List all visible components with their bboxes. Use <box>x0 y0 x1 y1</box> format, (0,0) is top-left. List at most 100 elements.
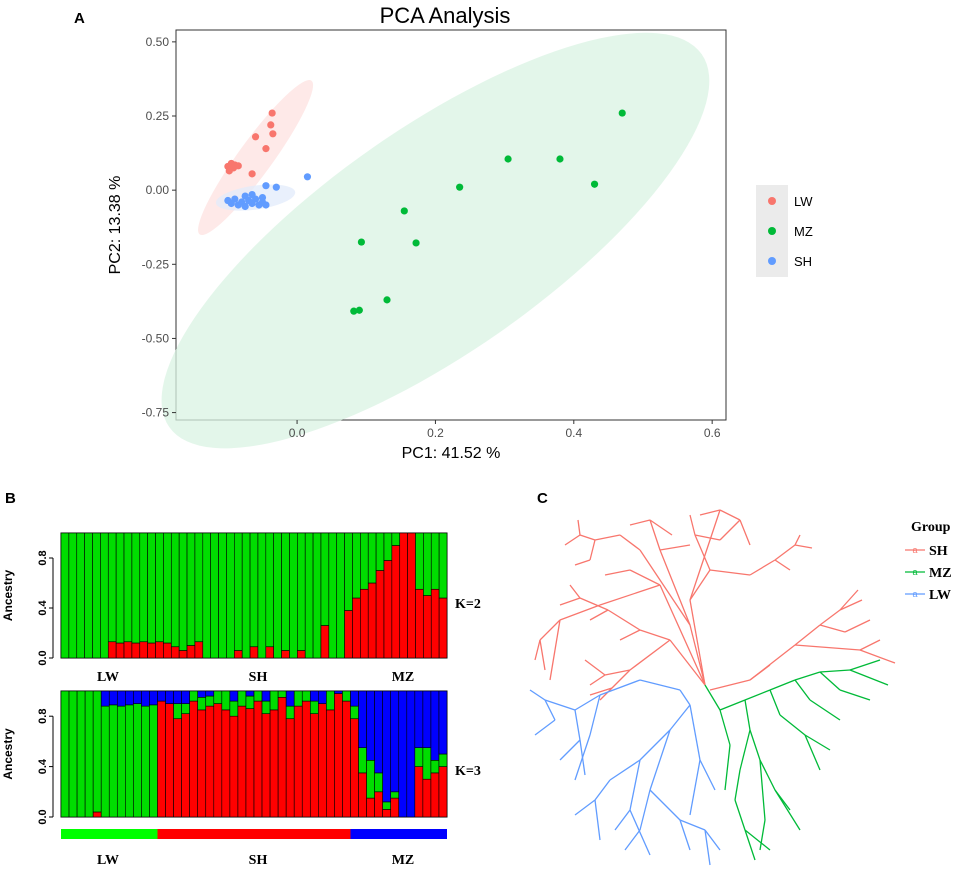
bar-47-seg-0 <box>438 766 448 818</box>
bar-44-seg-1 <box>414 747 424 767</box>
branch-sh-34 <box>844 619 871 633</box>
bar-21-seg-0 <box>229 715 239 818</box>
branch-lw-24 <box>624 829 641 851</box>
branch-mz-6 <box>849 659 881 671</box>
bar-35-seg-0 <box>342 700 351 818</box>
bar-37-seg-0 <box>352 597 361 659</box>
branch-mz-26 <box>744 829 756 861</box>
bar-16-seg-0 <box>186 645 196 659</box>
bar-48-seg-0 <box>438 597 448 659</box>
bar-36-seg-0 <box>350 718 359 818</box>
point-sh-2 <box>272 183 280 191</box>
bar-9-seg-1 <box>133 703 142 818</box>
branch-sh-64 <box>699 509 721 516</box>
bar-16-seg-1 <box>186 532 196 646</box>
bar-9-seg-0 <box>131 642 141 659</box>
bar-41-seg-0 <box>390 797 400 818</box>
bar-14-seg-0 <box>170 646 180 659</box>
bar-32-seg-1 <box>312 532 322 659</box>
branch-lw-25 <box>649 789 681 821</box>
y-tick-label-0: 0.0 <box>37 650 49 665</box>
bar-6-seg-1 <box>107 532 117 643</box>
branch-lw-30 <box>689 704 701 761</box>
branch-sh-48 <box>604 669 631 676</box>
bar-29-seg-1 <box>293 690 303 707</box>
branch-mz-17 <box>749 729 761 761</box>
point-mz-5 <box>400 207 408 215</box>
bar-14-seg-1 <box>173 703 182 720</box>
ancestry-y-label: Ancestry <box>1 569 15 621</box>
x-tick-label-1: 0.2 <box>427 426 444 440</box>
point-mz-2 <box>504 155 512 163</box>
y-tick-label-2: 0.00 <box>146 183 170 197</box>
branch-lw-19 <box>629 759 641 811</box>
bar-30-seg-0 <box>297 650 306 659</box>
branch-sh-15 <box>689 569 711 601</box>
bar-16-seg-0 <box>189 700 199 818</box>
tree-legend-marker-mz: a <box>912 567 917 577</box>
bar-42-seg-0 <box>391 545 401 659</box>
branch-sh-29 <box>794 624 821 646</box>
branch-sh-53 <box>599 687 613 701</box>
pca-panel: A PCA Analysis 0.50 0.25 0.00 -0.25 -0.50 -0.… <box>74 3 813 462</box>
branch-sh-16 <box>694 534 711 571</box>
bar-44-seg-0 <box>407 532 416 659</box>
point-lw-11 <box>248 170 256 178</box>
point-sh-16 <box>258 193 267 202</box>
bar-19-seg-0 <box>213 703 223 818</box>
branch-mz-1 <box>719 699 746 711</box>
y-tick-label-3: -0.25 <box>142 257 170 271</box>
bar-18-seg-1 <box>202 532 211 659</box>
bar-19-seg-1 <box>213 690 223 704</box>
bar-37-seg-1 <box>352 532 361 599</box>
bar-15-seg-2 <box>181 690 190 704</box>
legend-label-mz: MZ <box>794 224 813 239</box>
bar-40-seg-2 <box>382 690 392 803</box>
bar-45-seg-1 <box>415 532 424 590</box>
branch-sh-49 <box>584 659 606 676</box>
bar-15-seg-1 <box>178 532 188 651</box>
branch-sh-51 <box>611 669 631 689</box>
branch-mz-5 <box>819 669 851 673</box>
bar-24-seg-1 <box>249 532 259 648</box>
bar-18-seg-2 <box>205 690 215 697</box>
bar-47-seg-1 <box>430 532 440 590</box>
bar-5-seg-2 <box>100 690 110 707</box>
x-tick-label-0: 0.0 <box>289 426 306 440</box>
bar-42-seg-2 <box>398 690 408 818</box>
bar-33-seg-1 <box>320 532 330 626</box>
branch-lw-8 <box>574 709 581 741</box>
ancestry-k3-chart: 0.0 0.4 0.8 Ancestry LW SH MZ <box>1 690 448 868</box>
bar-15-seg-1 <box>181 703 190 714</box>
branch-sh-14 <box>689 599 706 686</box>
bar-2-seg-1 <box>76 532 85 659</box>
bar-40-seg-0 <box>382 809 392 818</box>
branch-lw-15 <box>609 759 641 781</box>
branch-sh-3 <box>594 534 621 541</box>
branch-lw-0 <box>679 689 691 706</box>
bar-33-seg-1 <box>326 690 335 711</box>
branch-sh-18 <box>694 534 721 541</box>
branch-sh-31 <box>839 589 859 611</box>
branch-mz-15 <box>804 734 821 771</box>
bar-44-seg-2 <box>414 690 424 749</box>
bar-17-seg-1 <box>197 696 207 711</box>
bar-32-seg-0 <box>318 703 327 818</box>
bar-5-seg-1 <box>100 532 109 659</box>
x-tick-label-2: 0.4 <box>565 426 582 440</box>
bar-28-seg-2 <box>285 690 295 707</box>
bar-40-seg-1 <box>375 532 385 571</box>
bar-3-seg-1 <box>84 690 94 818</box>
branch-sh-2 <box>619 534 641 551</box>
group-label-lw: LW <box>97 853 119 868</box>
group-bar-mz <box>350 829 447 839</box>
y-tick-label-2: 0.8 <box>37 550 49 565</box>
branch-lw-1 <box>639 679 681 691</box>
branch-lw-3 <box>574 694 601 711</box>
bar-18-seg-0 <box>205 705 215 818</box>
bar-39-seg-0 <box>367 582 377 659</box>
bar-22-seg-0 <box>234 650 243 659</box>
bar-11-seg-0 <box>147 642 156 659</box>
bar-8-seg-1 <box>125 704 134 818</box>
branch-sh-20 <box>739 519 751 546</box>
